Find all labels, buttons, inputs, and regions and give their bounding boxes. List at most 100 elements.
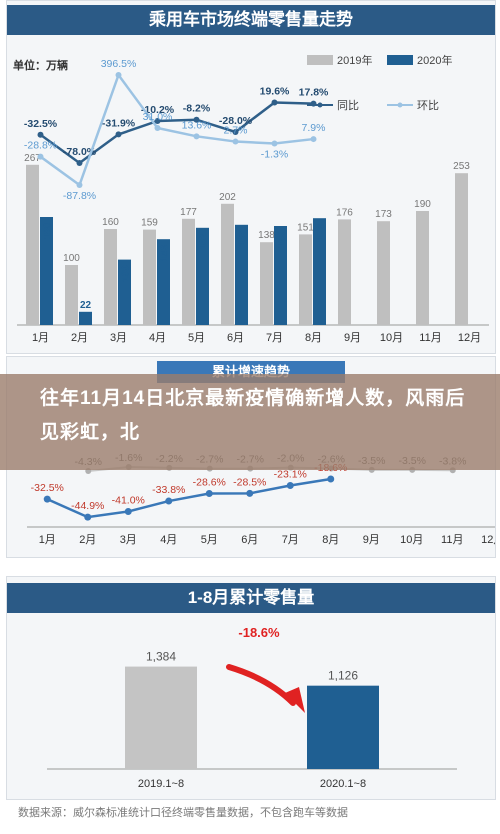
bar-value-label: 178 (316, 223, 327, 240)
line-2020-label: -44.9% (71, 500, 104, 512)
x-tick-label: 6月 (241, 534, 258, 546)
bar-2019 (299, 234, 312, 325)
bar-2020 (157, 239, 170, 325)
bar-value-label: 202 (219, 192, 236, 203)
line-2020-label: -23.1% (274, 469, 307, 481)
monthly-chart-panel: 乘用车市场终端零售量走势 单位：万辆 2019年 2020年 同比 环比 1月 267 180… (6, 0, 496, 354)
bar-value-label: 253 (453, 161, 470, 172)
cumulative-retail-title: 1-8月累计零售量 (7, 583, 495, 613)
change-arrow (226, 664, 296, 706)
cumulative-bar-value: 1,384 (146, 650, 176, 664)
bar-value-label: 173 (375, 209, 392, 220)
line-value-label: -78.0% (63, 146, 97, 158)
x-tick-label: 3月 (120, 534, 137, 546)
x-tick-label: 2月 (79, 534, 96, 546)
line-value-label: -32.5% (24, 118, 58, 130)
line-value-label: 17.8% (299, 87, 329, 99)
change-percent-label: -18.6% (238, 625, 280, 640)
point-mom (193, 133, 200, 140)
point-yoy (232, 129, 239, 135)
monthly-chart-title: 乘用车市场终端零售量走势 (7, 5, 495, 35)
x-tick-label: 12月 (481, 534, 495, 546)
bar-value-label: 138 (258, 230, 275, 241)
line-value-label: 31.0% (143, 111, 173, 123)
line-value-label: 13.6% (182, 119, 212, 131)
bar-value-label: 267 (24, 153, 41, 164)
bar-2019 (377, 221, 390, 325)
point-yoy (271, 99, 278, 106)
x-tick-label: 7月 (266, 332, 283, 344)
x-tick-label: 10月 (400, 534, 423, 546)
point-mom (154, 124, 161, 131)
cumulative-bar (125, 666, 197, 769)
x-tick-label: 3月 (110, 332, 127, 344)
line-value-label: -31.9% (102, 117, 136, 129)
x-tick-label: 2月 (71, 332, 88, 344)
x-tick-label: 4月 (160, 534, 177, 546)
bar-value-label: 190 (414, 199, 431, 210)
bar-value-label: 176 (336, 207, 353, 218)
bar-2020 (274, 226, 287, 325)
bar-2020 (196, 227, 209, 325)
bar-2019 (416, 211, 429, 325)
line-yoy (39, 101, 314, 165)
point-yoy (154, 117, 161, 124)
line-value-label: 396.5% (101, 58, 137, 70)
x-tick-label: 12月 (458, 332, 481, 344)
x-tick-label: 6月 (227, 332, 244, 344)
point-mom (271, 140, 278, 147)
x-tick-label: 11月 (441, 534, 463, 546)
point-2020 (124, 507, 132, 515)
point-2020 (327, 475, 335, 483)
bar-2019 (338, 219, 351, 325)
point-mom (232, 138, 239, 145)
legend-label-0: 2019年 (337, 53, 372, 67)
x-tick-label: 8月 (322, 534, 339, 546)
headline-text: 往年11月14日北京最新疫情确新增人数，风雨后见彩虹，北 (40, 388, 466, 443)
bar-value-label: 165 (277, 231, 288, 248)
line-value-label: 7.9% (302, 122, 326, 134)
bar-2019 (455, 173, 468, 325)
bar-value-label: 180 (43, 222, 54, 239)
bar-2020 (79, 311, 92, 325)
bar-2020 (40, 217, 53, 325)
bar-2019 (26, 164, 39, 325)
line-2020-label: -28.5% (233, 476, 266, 488)
bar-value-label: 143 (160, 244, 171, 261)
line-value-label: -87.8% (63, 190, 96, 202)
bar-2019 (65, 265, 78, 325)
point-2020 (246, 489, 254, 497)
bar-2020 (235, 224, 248, 325)
bar-value-label: 100 (63, 253, 80, 264)
x-tick-label: 8月 (305, 332, 322, 344)
point-mom (76, 182, 83, 188)
bar-value-label: 177 (180, 207, 197, 218)
bar-2019 (221, 203, 234, 325)
data-source-note: 数据来源：威尔森标准统计口径终端零售量数据，不包含跑车等数据 (18, 807, 348, 819)
point-yoy (193, 116, 200, 123)
x-tick-label: 5月 (201, 534, 218, 546)
legend-line-label-0: 同比 (337, 99, 359, 112)
bar-value-label: 22 (80, 300, 92, 311)
x-tick-label: 7月 (282, 534, 299, 546)
x-tick-label: 11月 (419, 332, 441, 344)
legend-swatch-0 (307, 55, 333, 65)
point-yoy (310, 100, 317, 107)
bar-2019 (182, 218, 195, 325)
x-tick-label: 1月 (39, 534, 56, 546)
bar-2020 (313, 218, 326, 325)
point-mom (310, 136, 317, 143)
point-yoy (115, 131, 122, 138)
line-value-label: -10.2% (141, 104, 175, 116)
line-value-label: -1.3% (261, 148, 288, 160)
point-yoy (76, 160, 83, 166)
x-tick-label: 1月 (32, 332, 49, 344)
x-tick-label: 4月 (149, 332, 166, 344)
x-tick-label: 9月 (344, 332, 361, 344)
x-tick-label: 5月 (188, 332, 205, 344)
line-mom (39, 72, 314, 187)
bar-value-label: 160 (102, 217, 119, 228)
line-value-label: -8.2% (183, 103, 211, 115)
cumulative-bar-category: 2019.1~8 (138, 778, 184, 790)
